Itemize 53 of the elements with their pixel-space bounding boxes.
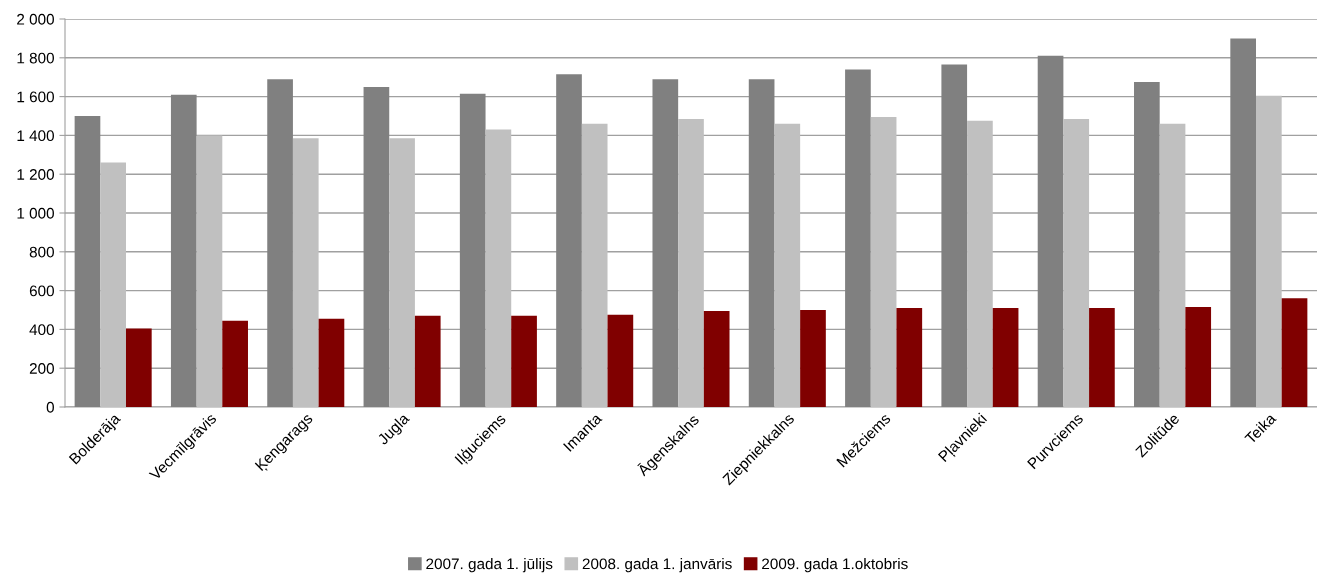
bar bbox=[459, 93, 486, 407]
bar bbox=[607, 314, 634, 407]
bar bbox=[292, 138, 319, 407]
bar bbox=[100, 162, 126, 407]
y-tick-label: 600 bbox=[29, 285, 54, 297]
bar bbox=[1185, 307, 1212, 407]
bar bbox=[992, 308, 1019, 407]
bar bbox=[941, 64, 968, 407]
y-tick-label: 2 000 bbox=[17, 13, 54, 25]
bar bbox=[389, 138, 415, 407]
y-tick-label: 400 bbox=[29, 324, 54, 336]
y-tick-label: 0 bbox=[46, 401, 54, 413]
bar bbox=[414, 315, 441, 407]
bar bbox=[267, 79, 293, 407]
bar bbox=[125, 328, 152, 407]
y-tick-label: 1 800 bbox=[17, 52, 54, 64]
bar bbox=[845, 69, 871, 407]
y-tick-label: 1 600 bbox=[17, 91, 54, 103]
bar bbox=[581, 123, 608, 407]
y-tick-label: 1 400 bbox=[17, 130, 54, 142]
bar bbox=[485, 129, 512, 407]
bar bbox=[74, 116, 101, 407]
y-tick-label: 800 bbox=[29, 246, 54, 258]
bar bbox=[967, 120, 993, 407]
y-tick-label: 1 000 bbox=[17, 207, 54, 219]
bar bbox=[1230, 38, 1257, 407]
bar bbox=[800, 310, 826, 407]
legend-label: 2007. gada 1. jūlijs bbox=[426, 558, 553, 573]
bar bbox=[1281, 298, 1308, 407]
bar bbox=[1089, 308, 1115, 407]
bar bbox=[1256, 95, 1282, 407]
bar bbox=[748, 79, 775, 407]
bar bbox=[774, 123, 801, 407]
bar bbox=[511, 315, 537, 407]
bar bbox=[1063, 118, 1090, 407]
y-tick-label: 1 200 bbox=[17, 169, 54, 180]
bar bbox=[556, 74, 582, 407]
y-tick-label: 200 bbox=[29, 363, 54, 374]
bar bbox=[1159, 123, 1186, 407]
bar bbox=[870, 116, 897, 407]
bar bbox=[363, 86, 390, 407]
bar bbox=[318, 318, 345, 407]
bar bbox=[703, 310, 730, 407]
bar bbox=[1037, 55, 1064, 407]
bar bbox=[678, 118, 704, 407]
legend-label: 2008. gada 1. janvāris bbox=[582, 558, 732, 573]
bar bbox=[222, 320, 248, 407]
bar bbox=[1134, 82, 1160, 407]
bar bbox=[896, 308, 923, 407]
legend-label: 2009. gada 1.oktobris bbox=[762, 558, 908, 573]
bar bbox=[196, 135, 223, 407]
bar bbox=[170, 94, 197, 407]
bar bbox=[652, 79, 679, 407]
